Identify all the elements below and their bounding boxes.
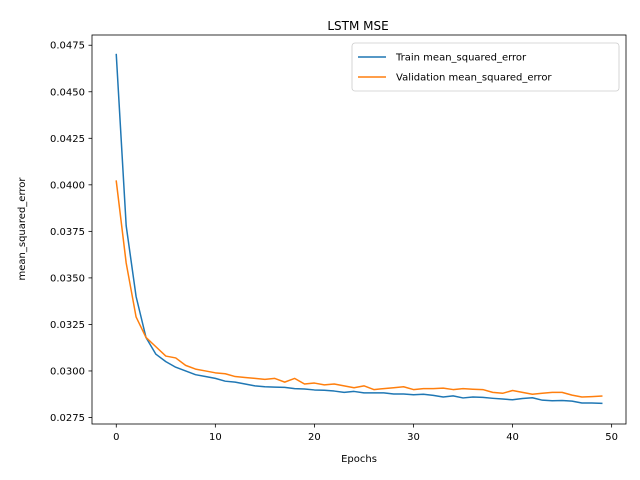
x-tick-label-5: 50 (605, 432, 618, 443)
y-tick-label-8: 0.0475 (50, 41, 85, 52)
legend: Train mean_squared_error Validation mean_… (351, 42, 620, 92)
x-tick-label-1: 10 (209, 432, 222, 443)
x-axis-label: Epochs (341, 454, 377, 465)
x-tick-label-2: 20 (308, 432, 321, 443)
y-tick-label-6: 0.0425 (50, 134, 85, 145)
legend-label-1: Validation mean_squared_error (396, 73, 552, 84)
y-tick-label-1: 0.0300 (50, 366, 85, 377)
y-tick-label-3: 0.0350 (50, 273, 85, 284)
y-tick-label-7: 0.0450 (50, 87, 85, 98)
legend-box (351, 42, 620, 92)
chart-title: LSTM MSE (327, 19, 388, 33)
series-line-1 (115, 180, 603, 398)
x-tick-label-3: 30 (407, 432, 420, 443)
x-axis: 0 10 20 30 40 50 (113, 424, 618, 443)
series-line-0 (115, 53, 603, 405)
x-tick-label-0: 0 (113, 432, 119, 443)
y-tick-label-0: 0.0275 (50, 413, 85, 424)
y-tick-label-2: 0.0325 (50, 320, 85, 331)
x-tick-label-4: 40 (506, 432, 519, 443)
plot-frame (91, 34, 627, 425)
plot-area (115, 53, 603, 405)
legend-label-0: Train mean_squared_error (395, 53, 527, 64)
y-tick-label-5: 0.0400 (50, 180, 85, 191)
y-axis-label: mean_squared_error (17, 177, 28, 281)
y-axis: 0.0275 0.0300 0.0325 0.0350 0.0375 0.0400 0.04… (50, 41, 92, 424)
y-tick-label-4: 0.0375 (50, 227, 85, 238)
